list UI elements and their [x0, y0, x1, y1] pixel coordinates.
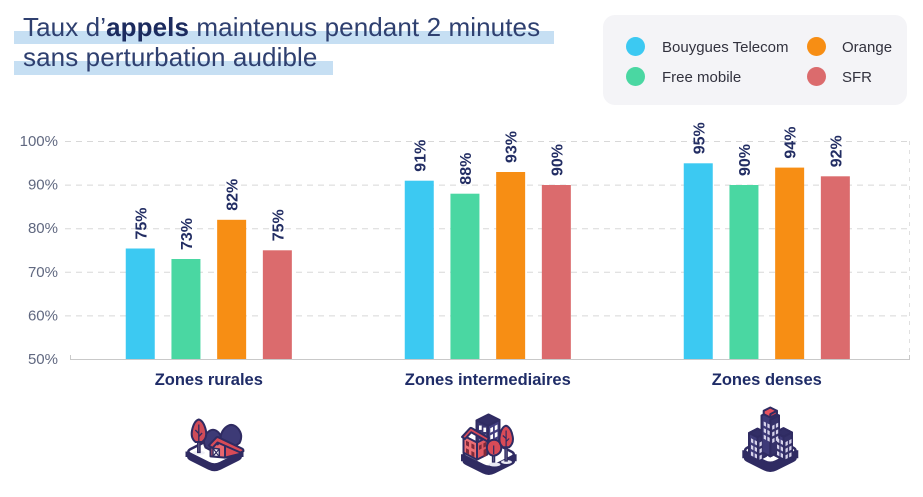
svg-text:73%: 73%: [179, 218, 196, 250]
svg-text:95%: 95%: [691, 122, 708, 154]
svg-text:50%: 50%: [28, 351, 58, 368]
svg-text:88%: 88%: [458, 153, 475, 185]
svg-text:80%: 80%: [28, 220, 58, 237]
svg-text:94%: 94%: [783, 127, 800, 159]
svg-text:75%: 75%: [133, 207, 150, 239]
svg-text:Zones rurales: Zones rurales: [155, 371, 263, 389]
svg-text:91%: 91%: [412, 140, 429, 172]
svg-text:100%: 100%: [20, 133, 58, 150]
svg-text:90%: 90%: [28, 177, 58, 194]
svg-text:60%: 60%: [28, 307, 58, 324]
svg-text:Zones denses: Zones denses: [712, 371, 822, 389]
svg-text:70%: 70%: [28, 264, 58, 281]
svg-text:75%: 75%: [270, 209, 287, 241]
svg-text:90%: 90%: [549, 144, 566, 176]
svg-text:82%: 82%: [225, 179, 242, 211]
svg-text:93%: 93%: [504, 131, 521, 163]
svg-text:92%: 92%: [828, 135, 845, 167]
svg-text:90%: 90%: [737, 144, 754, 176]
svg-text:Zones intermediaires: Zones intermediaires: [405, 371, 571, 389]
